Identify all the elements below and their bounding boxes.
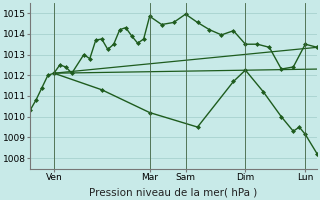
X-axis label: Pression niveau de la mer( hPa ): Pression niveau de la mer( hPa ) (90, 187, 258, 197)
